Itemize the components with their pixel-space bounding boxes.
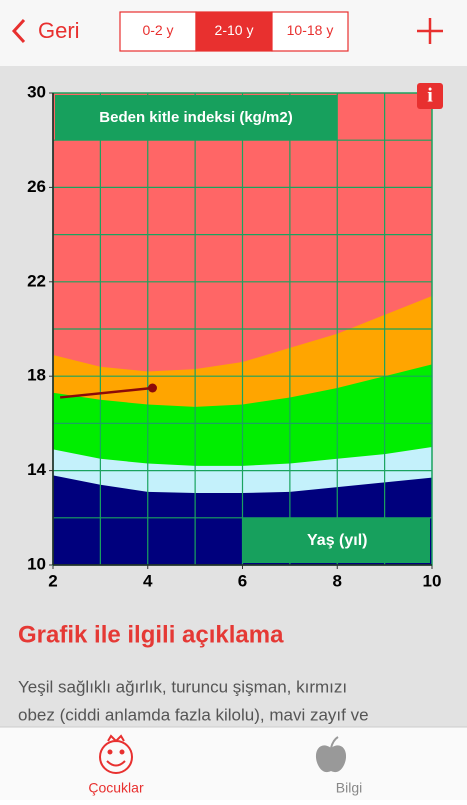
description-line: obez (ciddi anlamda fazla kilolu), mavi … [18, 705, 369, 724]
x-tick-label: 10 [423, 571, 442, 590]
tab-bar [0, 727, 467, 800]
description-heading: Grafik ile ilgili açıklama [18, 621, 284, 648]
segment[interactable] [119, 11, 197, 52]
tab-label[interactable]: Bilgi [336, 780, 362, 796]
segment-label[interactable]: 10-18 y [287, 22, 334, 38]
x-tick-label: 2 [48, 571, 57, 590]
tab-icon[interactable] [99, 734, 133, 774]
segmented-control: 0-2 y 2-10 y 10-18 y [119, 11, 349, 52]
y-tick-label: 18 [27, 366, 46, 385]
xlabel-box [242, 518, 430, 563]
add-button[interactable] [417, 18, 443, 44]
segment-label[interactable]: 2-10 y [215, 22, 254, 38]
description-line: Yeşil sağlıklı ağırlık, turuncu şişman, … [18, 677, 347, 696]
segment[interactable] [271, 11, 349, 52]
y-tick-label: 26 [27, 177, 46, 196]
segment-label[interactable]: 0-2 y [142, 22, 173, 38]
title-box [55, 95, 337, 140]
back-button[interactable]: Geri [38, 18, 80, 43]
y-tick-label: 10 [27, 554, 46, 573]
measurement-point [147, 383, 157, 393]
tab-label[interactable]: Çocuklar [88, 780, 144, 796]
y-tick-label: 30 [27, 82, 46, 101]
x-tick-label: 8 [333, 571, 342, 590]
back-chevron[interactable] [11, 18, 26, 44]
chart: 10 14 18 22 26 30 2 4 6 8 10 Beden kitle indeksi (k… [27, 82, 441, 590]
x-axis-label: Yaş (yıl) [307, 532, 367, 549]
y-tick-label: 22 [27, 271, 46, 290]
info-button[interactable] [417, 83, 443, 109]
x-tick-label: 6 [238, 571, 247, 590]
segment[interactable] [195, 11, 273, 52]
chart-title: Beden kitle indeksi (kg/m2) [99, 109, 292, 126]
info-icon: i [427, 85, 433, 107]
x-tick-label: 4 [143, 571, 153, 590]
measurement-line [59, 386, 153, 399]
tab-icon[interactable] [315, 736, 382, 773]
y-tick-label: 14 [27, 460, 46, 479]
